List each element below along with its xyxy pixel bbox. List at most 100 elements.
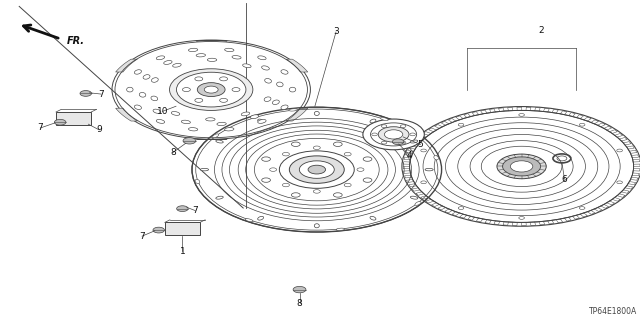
Circle shape: [80, 91, 92, 96]
Circle shape: [392, 139, 404, 145]
Text: 8: 8: [170, 148, 175, 157]
Circle shape: [401, 141, 406, 144]
Ellipse shape: [217, 122, 227, 125]
Ellipse shape: [200, 168, 209, 171]
Text: 7: 7: [99, 90, 104, 99]
Circle shape: [421, 181, 426, 184]
Ellipse shape: [241, 112, 250, 116]
Text: 9: 9: [97, 125, 102, 134]
Ellipse shape: [410, 196, 418, 199]
Circle shape: [289, 156, 344, 183]
Ellipse shape: [225, 128, 234, 131]
Circle shape: [344, 183, 351, 187]
Ellipse shape: [216, 140, 223, 143]
Ellipse shape: [151, 96, 157, 101]
Ellipse shape: [434, 156, 438, 160]
Ellipse shape: [314, 111, 319, 116]
Circle shape: [195, 98, 203, 102]
Circle shape: [314, 146, 320, 149]
Circle shape: [314, 190, 320, 193]
Ellipse shape: [243, 64, 251, 68]
Ellipse shape: [225, 48, 234, 52]
Circle shape: [381, 141, 387, 144]
Circle shape: [280, 151, 355, 188]
Text: 2: 2: [538, 26, 543, 35]
Ellipse shape: [156, 56, 164, 60]
Circle shape: [333, 142, 342, 147]
Circle shape: [497, 154, 546, 179]
Text: 5: 5: [418, 140, 423, 149]
Ellipse shape: [188, 128, 198, 131]
Text: 7: 7: [38, 124, 43, 132]
Text: 7: 7: [193, 206, 198, 215]
Circle shape: [282, 183, 289, 187]
Ellipse shape: [173, 63, 181, 67]
Ellipse shape: [415, 202, 421, 205]
Circle shape: [282, 152, 289, 156]
Ellipse shape: [370, 216, 376, 220]
Ellipse shape: [262, 66, 269, 70]
Ellipse shape: [143, 75, 150, 79]
Circle shape: [381, 125, 387, 128]
Circle shape: [293, 286, 306, 293]
Ellipse shape: [181, 120, 190, 124]
Circle shape: [357, 168, 364, 171]
Circle shape: [269, 168, 276, 171]
Bar: [164, 222, 200, 235]
Ellipse shape: [205, 118, 215, 121]
Ellipse shape: [281, 70, 288, 74]
Ellipse shape: [196, 54, 205, 57]
Circle shape: [617, 149, 622, 152]
Circle shape: [502, 157, 541, 176]
Ellipse shape: [281, 105, 288, 109]
Text: 8: 8: [297, 299, 302, 308]
Ellipse shape: [153, 109, 161, 113]
Circle shape: [177, 206, 188, 212]
Ellipse shape: [172, 111, 180, 115]
Circle shape: [363, 119, 424, 150]
Circle shape: [344, 152, 351, 156]
Circle shape: [401, 125, 406, 128]
Circle shape: [54, 119, 66, 125]
Ellipse shape: [410, 140, 418, 143]
Text: 3: 3: [333, 28, 339, 36]
Circle shape: [262, 157, 271, 161]
Circle shape: [579, 207, 585, 210]
Ellipse shape: [370, 119, 376, 123]
Ellipse shape: [134, 70, 141, 74]
Circle shape: [192, 107, 442, 232]
Circle shape: [177, 72, 246, 107]
Circle shape: [153, 227, 164, 233]
Circle shape: [183, 138, 196, 144]
Circle shape: [308, 165, 326, 174]
Circle shape: [519, 114, 524, 116]
Circle shape: [170, 69, 253, 110]
Circle shape: [197, 83, 225, 97]
Circle shape: [458, 207, 464, 210]
Circle shape: [291, 142, 300, 147]
Text: 6: 6: [562, 175, 567, 184]
Circle shape: [458, 123, 464, 126]
Text: 7: 7: [140, 232, 145, 241]
Ellipse shape: [314, 224, 319, 228]
Ellipse shape: [232, 56, 241, 59]
Circle shape: [204, 86, 218, 93]
Circle shape: [510, 161, 532, 172]
Circle shape: [182, 88, 190, 92]
Ellipse shape: [273, 100, 279, 105]
Ellipse shape: [264, 97, 271, 101]
Circle shape: [220, 98, 228, 102]
Ellipse shape: [425, 168, 433, 171]
Ellipse shape: [258, 119, 264, 123]
Ellipse shape: [258, 56, 266, 60]
Ellipse shape: [152, 78, 158, 82]
Circle shape: [378, 127, 409, 142]
Ellipse shape: [336, 228, 345, 230]
Text: TP64E1800A: TP64E1800A: [589, 307, 637, 316]
Ellipse shape: [381, 117, 388, 121]
Circle shape: [363, 178, 372, 182]
Circle shape: [195, 77, 203, 81]
Ellipse shape: [276, 82, 283, 87]
Ellipse shape: [289, 109, 298, 111]
Ellipse shape: [188, 48, 198, 52]
